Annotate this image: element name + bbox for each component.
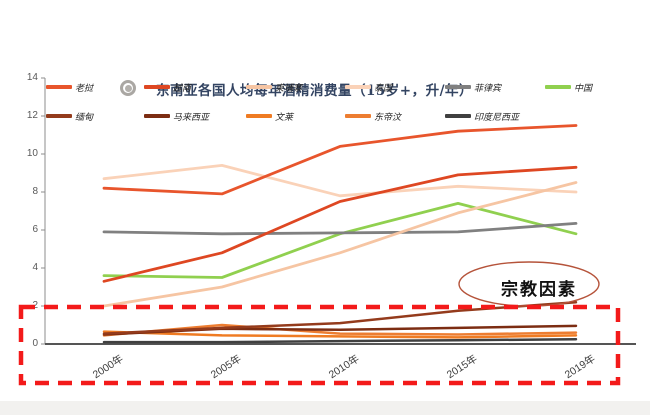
legend-label: 菲律宾 xyxy=(474,83,502,94)
legend-item: 东帝汶 xyxy=(345,110,402,123)
series-line-4 xyxy=(102,221,578,236)
series-line-3 xyxy=(102,163,578,198)
legend-item: 菲律宾 xyxy=(445,81,502,94)
legend-swatch xyxy=(46,114,72,118)
x-tick-label: 2019年 xyxy=(562,352,598,382)
legend-swatch xyxy=(46,85,72,89)
x-tick-label: 2000年 xyxy=(90,352,126,382)
legend-label: 老挝 xyxy=(75,83,94,94)
y-tick-label: 12 xyxy=(26,110,38,121)
legend-label: 柬埔寨 xyxy=(275,83,303,94)
x-tick-label: 2005年 xyxy=(208,352,244,382)
y-tick-label: 4 xyxy=(32,262,38,273)
legend-label: 文莱 xyxy=(275,112,294,123)
legend-swatch xyxy=(345,85,371,89)
legend-swatch xyxy=(144,114,170,118)
legend-item: 泰国 xyxy=(345,81,393,94)
legend-item: 马来西亚 xyxy=(144,110,210,123)
series-line-5 xyxy=(102,201,578,279)
legend-label: 东帝汶 xyxy=(374,112,402,123)
legend-swatch xyxy=(545,85,571,89)
title-row: 东南亚各国人均每年酒精消费量（15岁+，升/年） xyxy=(0,38,650,99)
x-tick-label: 2010年 xyxy=(326,352,362,382)
legend-swatch xyxy=(445,85,471,89)
legend-item: 缅甸 xyxy=(46,110,94,123)
y-tick-label: 8 xyxy=(32,186,38,197)
legend-swatch xyxy=(246,85,272,89)
x-tick-label: 2015年 xyxy=(444,352,480,382)
legend-label: 缅甸 xyxy=(75,112,94,123)
legend-label: 中国 xyxy=(574,83,593,94)
series-line-0 xyxy=(102,124,578,196)
bullet-dot xyxy=(124,84,132,92)
y-tick-label: 6 xyxy=(32,224,38,235)
bullet-icon xyxy=(120,80,136,96)
series-line-1 xyxy=(102,165,578,283)
religion-annotation-label: 宗教因素 xyxy=(501,280,577,300)
series-line-8 xyxy=(102,330,578,339)
y-tick-label: 14 xyxy=(26,72,38,83)
legend-label: 印度尼西亚 xyxy=(474,112,520,123)
legend-swatch xyxy=(445,114,471,118)
series-line-7 xyxy=(102,324,578,336)
chart-title: 东南亚各国人均每年酒精消费量（15岁+，升/年） xyxy=(156,83,474,99)
y-tick-label: 0 xyxy=(32,338,38,349)
y-tick-label: 2 xyxy=(32,300,38,311)
legend-swatch xyxy=(345,114,371,118)
legend-item: 印度尼西亚 xyxy=(445,110,520,123)
bottom-strip xyxy=(0,401,650,415)
legend-item: 文莱 xyxy=(246,110,294,123)
legend-label: 越南 xyxy=(173,83,192,94)
legend-item: 越南 xyxy=(144,81,192,94)
legend-label: 泰国 xyxy=(374,83,393,94)
series-line-10 xyxy=(102,338,578,344)
series-line-9 xyxy=(102,323,578,337)
y-tick-label: 10 xyxy=(26,148,38,159)
legend-item: 中国 xyxy=(545,81,593,94)
legend-swatch xyxy=(246,114,272,118)
legend-label: 马来西亚 xyxy=(173,112,210,123)
legend-swatch xyxy=(144,85,170,89)
series-line-6 xyxy=(102,300,578,335)
legend-item: 老挝 xyxy=(46,81,94,94)
legend-item: 柬埔寨 xyxy=(246,81,303,94)
